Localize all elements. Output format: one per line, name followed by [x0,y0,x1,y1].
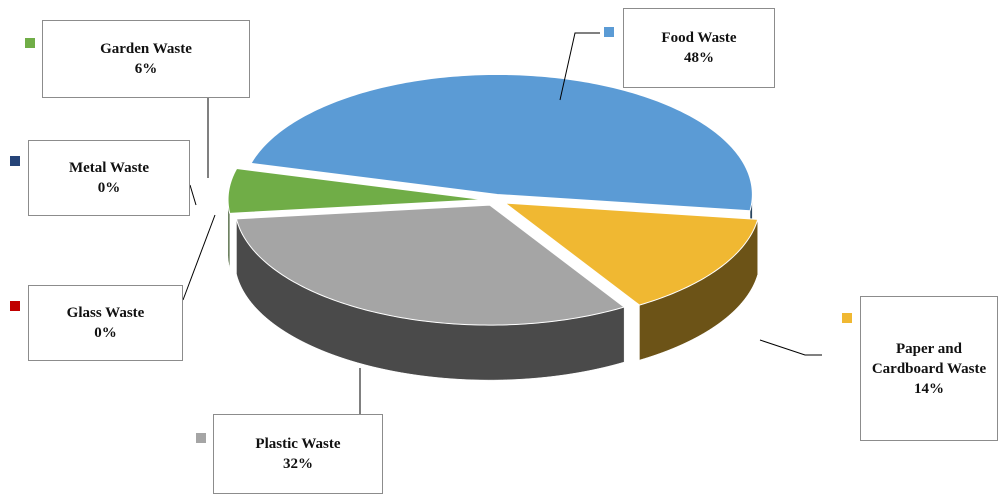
value-label: 32% [283,456,313,472]
value-label: 0% [94,325,117,341]
slice [503,202,759,306]
value-label: 0% [97,180,121,196]
slice [235,204,626,326]
value-label: 6% [134,61,158,77]
legend-swatch [196,433,206,443]
data-label-box: Glass Waste 0% [28,285,183,361]
data-label-box: Paper and Cardboard Waste 14% [860,296,998,441]
leader-line [759,339,822,356]
value-label: 48% [684,50,714,66]
leader-line [559,32,600,101]
data-label-box: Plastic Waste 32% [213,414,383,494]
value-label: 14% [914,380,944,397]
category-label: Glass Waste [66,305,145,321]
slice [250,73,753,212]
slices [227,73,759,381]
legend-swatch [842,313,852,323]
category-label: Paper and Cardboard Waste [871,340,987,377]
category-label: Garden Waste [100,41,192,57]
slice [229,200,484,215]
data-label-box: Garden Waste 6% [42,20,250,98]
leader-line [182,214,216,301]
slice [227,167,484,214]
category-label: Plastic Waste [255,436,341,452]
legend-swatch [604,27,614,37]
legend-swatch [10,301,20,311]
data-label-box: Metal Waste 0% [28,140,190,216]
data-label-box: Food Waste 48% [623,8,775,88]
legend-swatch [25,38,35,48]
category-label: Metal Waste [68,160,150,176]
legend-swatch [10,156,20,166]
category-label: Food Waste [661,30,737,46]
leader-line [189,184,197,206]
